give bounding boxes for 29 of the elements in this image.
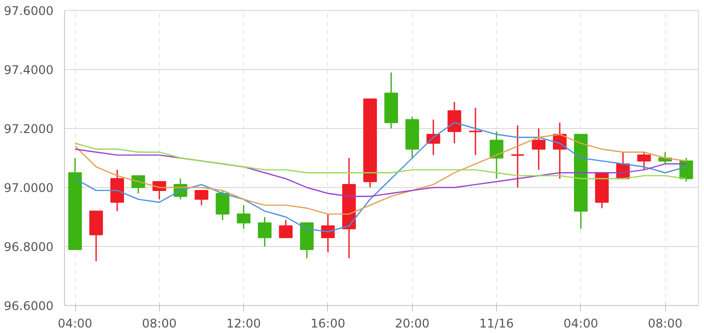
candlestick [131,175,146,194]
x-tick-label: 20:00 [394,316,430,330]
candlestick [194,190,208,206]
candlestick [448,101,462,144]
candlestick [637,151,651,170]
x-tick-label: 16:00 [310,316,346,330]
candlestick [236,204,250,230]
y-tick-label: 97.0000 [4,181,54,195]
candlestick [321,213,335,254]
x-tick-label: 12:00 [226,316,261,330]
candlestick [89,210,103,262]
x-tick-label: 04:00 [564,316,598,330]
candlestick [278,219,293,238]
y-tick-label: 96.6000 [4,299,54,313]
candlestick [258,216,272,248]
x-tick-label: 08:00 [142,316,177,330]
y-tick-label: 97.4000 [4,63,54,77]
candlestick [216,190,230,221]
x-tick-label: 08:00 [648,316,682,330]
candlestick [510,124,525,188]
candlestick [532,128,546,170]
x-tick-label: 04:00 [58,316,92,330]
y-tick-label: 97.6000 [4,4,54,18]
candlestick [468,107,483,156]
y-tick-label: 96.8000 [4,240,54,254]
y-tick-label: 97.2000 [4,122,54,136]
x-tick-label: 11/16 [479,316,514,330]
candlestick [110,169,124,212]
candlestick [490,130,504,180]
